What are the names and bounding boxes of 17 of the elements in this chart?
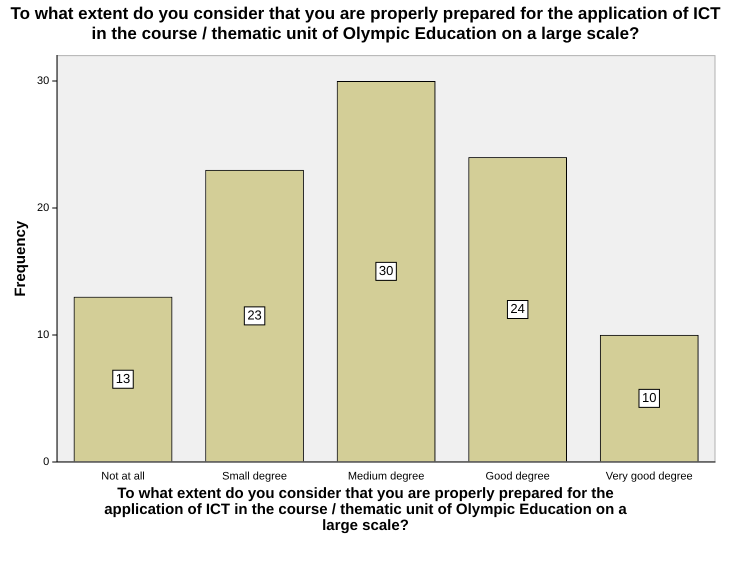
x-axis-title: To what extent do you consider that you are properly prepared for the application of ICT in the course / thematic unit of Olympic Education on a large scale? bbox=[103, 485, 628, 534]
data-label: 10 bbox=[642, 390, 656, 405]
y-tick-label: 30 bbox=[36, 75, 50, 88]
y-tick-label: 10 bbox=[36, 328, 50, 341]
x-tick-label: Not at all bbox=[101, 470, 145, 482]
y-tick-label: 0 bbox=[43, 456, 50, 468]
data-label: 23 bbox=[247, 307, 262, 322]
chart-title: To what extent do you consider that you are properly prepared for the application of ICT in the course / thematic unit of Olympic Education on a large scale? bbox=[10, 3, 722, 45]
data-label: 30 bbox=[378, 262, 394, 278]
data-label: 13 bbox=[116, 370, 130, 386]
x-tick-label: Small degree bbox=[222, 470, 287, 482]
x-tick-label: Very good degree bbox=[606, 470, 693, 482]
y-axis-title: Frequency bbox=[12, 220, 30, 297]
x-tick-label: Good degree bbox=[486, 470, 550, 482]
data-label: 24 bbox=[510, 301, 525, 316]
y-tick-label: 20 bbox=[36, 202, 50, 214]
x-tick-label: Medium degree bbox=[348, 470, 424, 482]
